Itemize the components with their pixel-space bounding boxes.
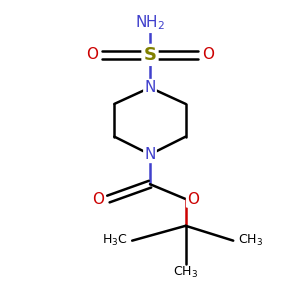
Text: O: O: [92, 191, 104, 206]
Text: H$_3$C: H$_3$C: [102, 233, 128, 248]
Text: N: N: [144, 80, 156, 95]
Text: NH$_2$: NH$_2$: [135, 13, 165, 32]
Text: O: O: [86, 47, 98, 62]
Text: O: O: [202, 47, 214, 62]
Text: N: N: [144, 147, 156, 162]
Text: CH$_3$: CH$_3$: [238, 233, 263, 248]
Text: CH$_3$: CH$_3$: [173, 264, 198, 280]
Text: S: S: [143, 46, 157, 64]
Text: O: O: [187, 191, 199, 206]
